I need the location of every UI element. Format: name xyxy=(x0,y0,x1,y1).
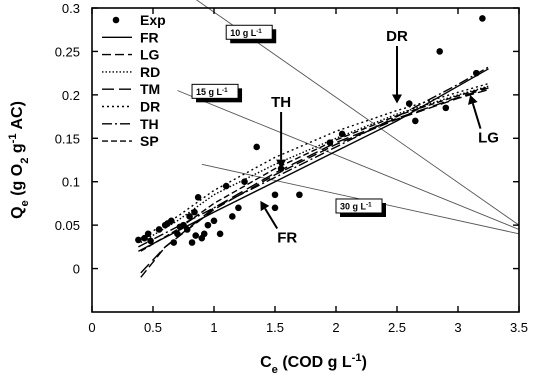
series-line-lg xyxy=(140,88,489,278)
x-tick-label: 0.5 xyxy=(144,320,162,335)
exp-point xyxy=(271,204,279,212)
plot-frame xyxy=(91,7,520,313)
legend-label-dr: DR xyxy=(140,99,160,115)
exp-point xyxy=(204,221,212,229)
exp-point xyxy=(241,178,248,186)
exp-point xyxy=(235,204,242,212)
exp-point xyxy=(338,130,346,138)
legend-label-th: TH xyxy=(140,116,159,132)
y-tick-label: 0 xyxy=(73,262,80,277)
exp-point xyxy=(170,239,178,246)
exp-point xyxy=(442,104,450,112)
exp-point xyxy=(144,230,152,238)
exp-point xyxy=(277,165,285,172)
exp-point xyxy=(210,217,218,225)
exp-point xyxy=(186,213,193,220)
exp-point xyxy=(436,48,444,55)
x-tick-label: 3.5 xyxy=(510,320,528,335)
exp-point xyxy=(155,226,163,233)
exp-point xyxy=(141,234,148,242)
experimental-points xyxy=(135,15,486,246)
series-line-rd xyxy=(140,85,489,244)
arrow-head xyxy=(276,159,287,169)
x-tick-label: 1 xyxy=(210,320,217,335)
exp-point xyxy=(168,217,175,225)
exp-point xyxy=(188,239,196,246)
exp-point xyxy=(194,194,202,201)
axis-titles: Ce (COD g L-1) Qe (g O2 g-1 AC) xyxy=(7,101,367,376)
annotation-label: TH xyxy=(271,94,291,111)
series-line-fr xyxy=(138,68,489,252)
annotation-label: DR xyxy=(386,28,408,45)
series-line-th xyxy=(138,66,489,248)
exp-point xyxy=(183,226,191,233)
exp-point xyxy=(405,100,413,107)
exp-point xyxy=(473,69,480,77)
legend-label-sp: SP xyxy=(140,133,159,149)
curve-annotations: DR TH LG FR xyxy=(260,28,499,247)
exp-point xyxy=(135,236,142,244)
y-tick-label: 0.1 xyxy=(62,175,80,190)
label-box xyxy=(225,24,273,40)
exp-point xyxy=(222,182,230,190)
exp-point xyxy=(479,15,486,22)
y-tick-label: 0.15 xyxy=(55,131,80,146)
exp-point xyxy=(216,230,224,238)
operating-line xyxy=(177,90,520,230)
series-line-dr xyxy=(140,82,489,239)
exp-point xyxy=(253,143,260,151)
exp-point xyxy=(147,237,154,245)
exp-point xyxy=(412,117,419,125)
operating-line-label: 15 g L-1 xyxy=(196,86,228,97)
axis-ticks: 0 0.5 1 1.5 2 2.5 3 3.5 0 0.05 0.1 0.15 0.2 0.25 0.3 xyxy=(55,1,528,335)
exp-point xyxy=(192,232,199,239)
arrow-head xyxy=(468,94,478,105)
arrow-head xyxy=(260,200,270,212)
exp-point xyxy=(200,230,208,238)
exp-point xyxy=(180,221,187,229)
exp-point xyxy=(271,191,279,199)
legend-label-fr: FR xyxy=(140,29,159,45)
arrow-shaft xyxy=(264,207,279,230)
label-box xyxy=(191,83,239,99)
x-tick-label: 0 xyxy=(88,320,95,335)
annotation-label: LG xyxy=(478,130,499,147)
y-tick-label: 0.3 xyxy=(62,1,80,16)
y-tick-label: 0.05 xyxy=(55,218,80,233)
exp-point xyxy=(296,191,303,199)
arrow-head xyxy=(392,94,402,104)
legend-label-lg: LG xyxy=(140,47,160,63)
legend-label-exp: Exp xyxy=(140,12,166,28)
annotation-label: FR xyxy=(277,230,297,247)
operating-line-label: 10 g L-1 xyxy=(230,27,262,38)
y-tick-label: 0.25 xyxy=(55,44,80,59)
exp-point xyxy=(326,139,334,146)
operating-line-labels: 10 g L-1 15 g L-1 30 g L-1 xyxy=(191,24,386,217)
legend-label-rd: RD xyxy=(140,64,160,80)
legend-marker-exp xyxy=(112,16,120,24)
label-box xyxy=(335,198,383,214)
arrow-shaft xyxy=(471,103,482,129)
exp-point xyxy=(191,208,198,216)
legend-label-tm: TM xyxy=(140,81,160,97)
y-axis-title: Qe (g O2 g-1 AC) xyxy=(7,101,31,219)
x-axis-title: Ce (COD g L-1) xyxy=(260,352,367,376)
exp-point xyxy=(229,213,236,220)
x-tick-label: 3 xyxy=(454,320,461,335)
operating-line-label: 30 g L-1 xyxy=(340,201,372,212)
x-tick-label: 1.5 xyxy=(266,320,284,335)
exp-point xyxy=(174,230,181,238)
y-tick-label: 0.2 xyxy=(62,88,80,103)
x-tick-label: 2.5 xyxy=(388,320,406,335)
x-tick-label: 2 xyxy=(332,320,339,335)
